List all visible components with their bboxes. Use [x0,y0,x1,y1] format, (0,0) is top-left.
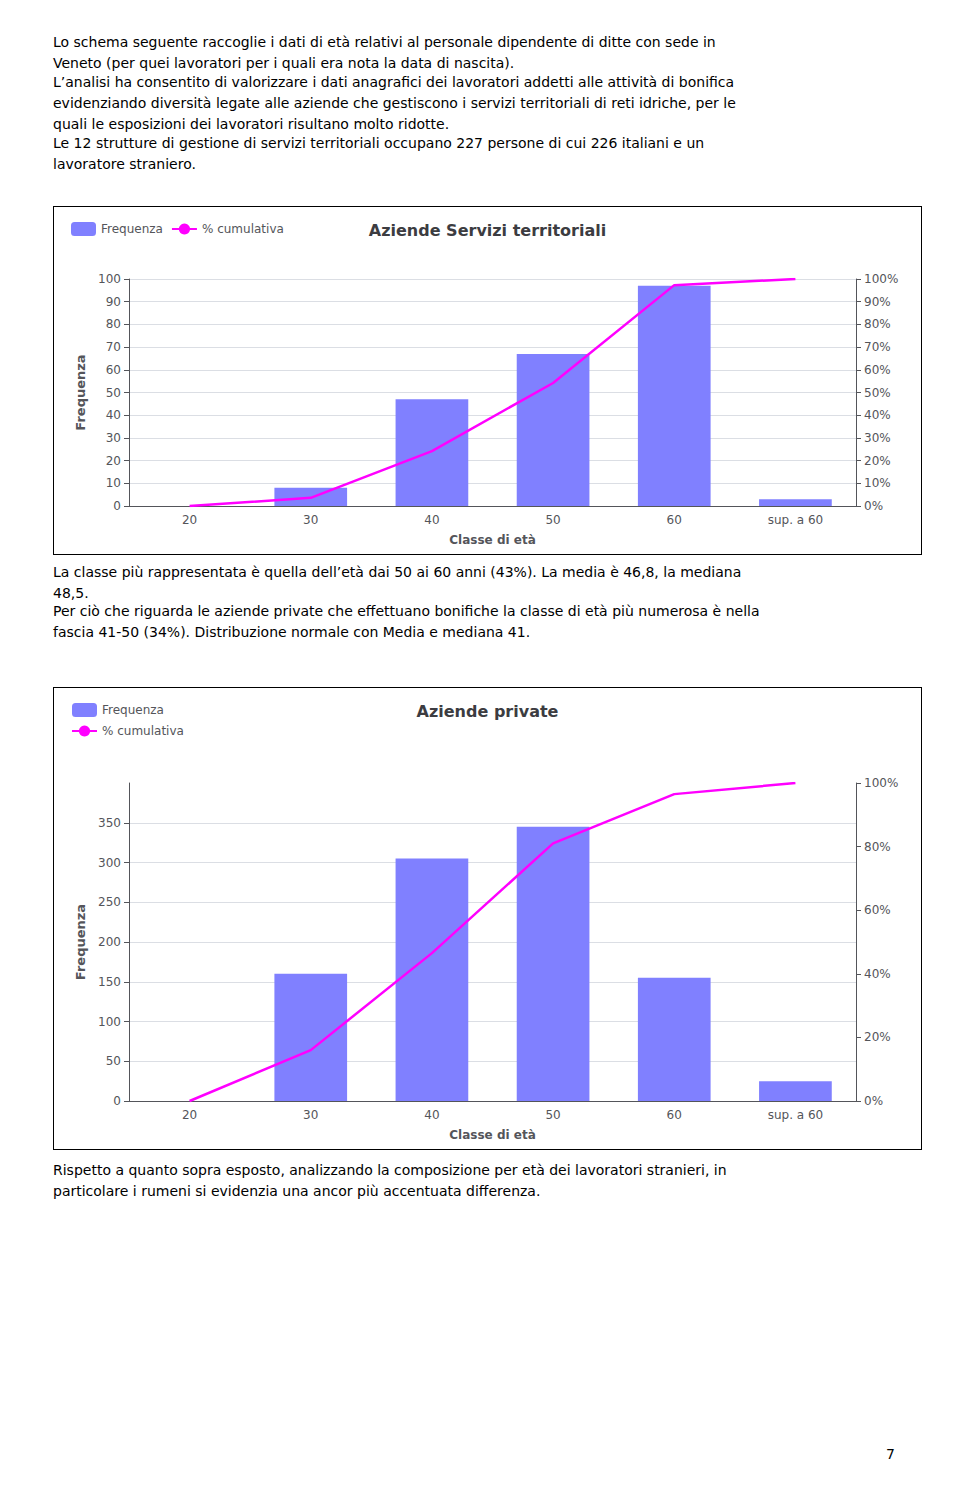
svg-text:20%: 20% [864,454,891,468]
html-text:Rispetto a quanto sopra espost: Rispetto a quanto sopra esposto, analizz… [53,1162,727,1178]
html-text:Le 12 strutture di gestione di: Le 12 strutture di gestione di servizi t… [53,135,705,151]
svg-text:150: 150 [98,975,121,989]
svg-text:60%: 60% [864,903,891,917]
svg-text:100: 100 [98,1015,121,1029]
svg-text:70: 70 [106,340,121,354]
svg-text:50%: 50% [864,386,891,400]
svg-text:250: 250 [98,895,121,909]
svg-text:10%: 10% [864,476,891,490]
svg-text:80: 80 [106,317,121,331]
svg-text:300: 300 [98,856,121,870]
svg-text:40%: 40% [864,967,891,981]
svg-text:0%: 0% [864,1094,883,1108]
svg-text:Frequenza: Frequenza [101,222,163,236]
svg-text:60%: 60% [864,363,891,377]
svg-text:Aziende private: Aziende private [417,702,559,721]
svg-text:60: 60 [667,513,682,527]
svg-text:sup. a 60: sup. a 60 [768,513,824,527]
svg-text:Frequenza: Frequenza [73,354,88,430]
html-text:48,5.: 48,5. [53,585,89,601]
svg-text:60: 60 [667,1108,682,1122]
html-text:7: 7 [886,1446,895,1462]
svg-text:70%: 70% [864,340,891,354]
svg-text:% cumulativa: % cumulativa [202,222,284,236]
svg-text:90: 90 [106,295,121,309]
svg-text:100%: 100% [864,776,898,790]
svg-text:100%: 100% [864,272,898,286]
html-text:evidenziando diversità legate: evidenziando diversità legate alle azien… [53,95,736,111]
svg-text:20: 20 [106,454,121,468]
svg-text:% cumulativa: % cumulativa [102,724,184,738]
svg-text:350: 350 [98,816,121,830]
svg-text:40: 40 [424,1108,439,1122]
svg-text:30: 30 [303,513,318,527]
html-text:Veneto (per quei lavoratori pe: Veneto (per quei lavoratori per i quali … [53,55,515,71]
svg-text:80%: 80% [864,840,891,854]
svg-text:10: 10 [106,476,121,490]
svg-text:20%: 20% [864,1030,891,1044]
svg-text:100: 100 [98,272,121,286]
svg-text:90%: 90% [864,295,891,309]
svg-text:80%: 80% [864,317,891,331]
svg-text:Frequenza: Frequenza [102,703,164,717]
html-text:particolare i rumeni si eviden: particolare i rumeni si evidenzia una an… [53,1183,541,1199]
svg-text:sup. a 60: sup. a 60 [768,1108,824,1122]
html-text:lavoratore straniero.: lavoratore straniero. [53,156,196,172]
svg-text:Classe di età: Classe di età [449,533,535,547]
html-text:L’analisi ha consentito di val: L’analisi ha consentito di valorizzare i… [53,74,735,90]
svg-text:Aziende Servizi territoriali: Aziende Servizi territoriali [369,221,606,240]
svg-text:50: 50 [545,1108,560,1122]
svg-text:200: 200 [98,935,121,949]
svg-text:20: 20 [182,513,197,527]
svg-text:30: 30 [303,1108,318,1122]
svg-text:60: 60 [106,363,121,377]
svg-text:40: 40 [106,408,121,422]
svg-text:40%: 40% [864,408,891,422]
svg-text:0%: 0% [864,499,883,513]
svg-text:40: 40 [424,513,439,527]
html-text:quali le esposizioni dei lavor: quali le esposizioni dei lavoratori risu… [53,116,450,132]
html-text:La classe più rappresentata è: La classe più rappresentata è quella del… [53,564,742,580]
svg-text:50: 50 [106,386,121,400]
html-text:Lo schema seguente raccoglie i: Lo schema seguente raccoglie i dati di e… [53,34,716,50]
svg-text:Classe di età: Classe di età [449,1128,535,1142]
svg-text:20: 20 [182,1108,197,1122]
svg-text:30: 30 [106,431,121,445]
svg-text:Frequenza: Frequenza [73,904,88,980]
svg-text:30%: 30% [864,431,891,445]
html-text:Per ciò che riguarda le aziend: Per ciò che riguarda le aziende private … [53,603,760,619]
html-text:fascia 41-50 (34%). Distribuzi: fascia 41-50 (34%). Distribuzione normal… [53,624,531,640]
svg-text:50: 50 [106,1054,121,1068]
svg-text:0: 0 [113,499,121,513]
svg-text:0: 0 [113,1094,121,1108]
svg-text:50: 50 [545,513,560,527]
